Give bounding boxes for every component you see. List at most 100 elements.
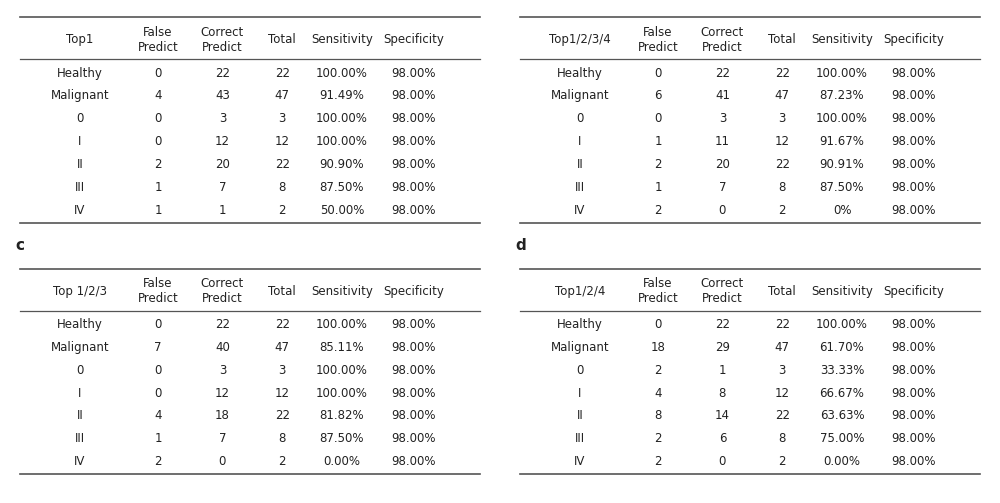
Text: II: II [76, 409, 83, 423]
Text: Specificity: Specificity [883, 34, 944, 46]
Text: 98.00%: 98.00% [891, 341, 936, 354]
Text: 22: 22 [775, 318, 790, 331]
Text: 20: 20 [215, 158, 230, 171]
Text: Sensitivity: Sensitivity [311, 285, 373, 298]
Text: 2: 2 [278, 455, 286, 468]
Text: IV: IV [74, 455, 85, 468]
Text: 22: 22 [275, 158, 290, 171]
Text: 8: 8 [779, 432, 786, 445]
Text: 22: 22 [775, 409, 790, 423]
Text: 0: 0 [154, 66, 162, 79]
Text: Correct
Predict: Correct Predict [201, 26, 244, 54]
Text: 63.63%: 63.63% [820, 409, 864, 423]
Text: 2: 2 [154, 455, 162, 468]
Text: 22: 22 [275, 318, 290, 331]
Text: 100.00%: 100.00% [316, 387, 368, 399]
Text: I: I [578, 387, 581, 399]
Text: 0: 0 [719, 455, 726, 468]
Text: 18: 18 [215, 409, 230, 423]
Text: 0.00%: 0.00% [824, 455, 860, 468]
Text: Malignant: Malignant [550, 90, 609, 103]
Text: d: d [515, 238, 526, 253]
Text: Correct
Predict: Correct Predict [701, 278, 744, 305]
Text: 2: 2 [778, 455, 786, 468]
Text: 6: 6 [719, 432, 726, 445]
Text: Specificity: Specificity [383, 285, 444, 298]
Text: 22: 22 [275, 66, 290, 79]
Text: 12: 12 [775, 135, 790, 148]
Text: 47: 47 [275, 341, 290, 354]
Text: 2: 2 [654, 364, 662, 377]
Text: Correct
Predict: Correct Predict [701, 26, 744, 54]
Text: 98.00%: 98.00% [891, 112, 936, 125]
Text: 98.00%: 98.00% [891, 318, 936, 331]
Text: 98.00%: 98.00% [391, 112, 436, 125]
Text: 0: 0 [576, 364, 583, 377]
Text: 98.00%: 98.00% [391, 158, 436, 171]
Text: 47: 47 [775, 341, 790, 354]
Text: Sensitivity: Sensitivity [811, 285, 873, 298]
Text: 3: 3 [719, 112, 726, 125]
Text: 87.50%: 87.50% [320, 181, 364, 194]
Text: 98.00%: 98.00% [891, 181, 936, 194]
Text: I: I [578, 135, 581, 148]
Text: 91.49%: 91.49% [320, 90, 364, 103]
Text: b: b [515, 0, 526, 2]
Text: 100.00%: 100.00% [816, 112, 868, 125]
Text: Top1: Top1 [66, 34, 93, 46]
Text: 100.00%: 100.00% [816, 66, 868, 79]
Text: III: III [575, 432, 585, 445]
Text: 7: 7 [219, 181, 226, 194]
Text: 29: 29 [715, 341, 730, 354]
Text: 8: 8 [279, 432, 286, 445]
Text: 4: 4 [154, 409, 162, 423]
Text: II: II [576, 158, 583, 171]
Text: 3: 3 [219, 364, 226, 377]
Text: IV: IV [574, 204, 585, 217]
Text: 0: 0 [154, 318, 162, 331]
Text: 0.00%: 0.00% [324, 455, 360, 468]
Text: 1: 1 [219, 204, 226, 217]
Text: Total: Total [268, 34, 296, 46]
Text: 98.00%: 98.00% [891, 90, 936, 103]
Text: Total: Total [768, 34, 796, 46]
Text: 98.00%: 98.00% [891, 158, 936, 171]
Text: 50.00%: 50.00% [320, 204, 364, 217]
Text: 2: 2 [654, 158, 662, 171]
Text: II: II [76, 158, 83, 171]
Text: Total: Total [268, 285, 296, 298]
Text: 7: 7 [719, 181, 726, 194]
Text: 41: 41 [715, 90, 730, 103]
Text: Malignant: Malignant [550, 341, 609, 354]
Text: Sensitivity: Sensitivity [811, 34, 873, 46]
Text: 0: 0 [154, 135, 162, 148]
Text: 22: 22 [715, 318, 730, 331]
Text: Top1/2/3/4: Top1/2/3/4 [549, 34, 611, 46]
Text: 98.00%: 98.00% [391, 204, 436, 217]
Text: 3: 3 [279, 112, 286, 125]
Text: Healthy: Healthy [557, 66, 603, 79]
Text: 100.00%: 100.00% [316, 364, 368, 377]
Text: 8: 8 [654, 409, 662, 423]
Text: 2: 2 [654, 204, 662, 217]
Text: Correct
Predict: Correct Predict [201, 278, 244, 305]
Text: 98.00%: 98.00% [891, 409, 936, 423]
Text: 33.33%: 33.33% [820, 364, 864, 377]
Text: 98.00%: 98.00% [391, 90, 436, 103]
Text: 0%: 0% [833, 204, 851, 217]
Text: 22: 22 [775, 66, 790, 79]
Text: Healthy: Healthy [57, 66, 103, 79]
Text: 8: 8 [779, 181, 786, 194]
Text: 22: 22 [715, 66, 730, 79]
Text: 75.00%: 75.00% [820, 432, 864, 445]
Text: IV: IV [74, 204, 85, 217]
Text: False
Predict: False Predict [638, 278, 678, 305]
Text: Healthy: Healthy [557, 318, 603, 331]
Text: 7: 7 [219, 432, 226, 445]
Text: II: II [576, 409, 583, 423]
Text: 3: 3 [779, 112, 786, 125]
Text: 98.00%: 98.00% [891, 455, 936, 468]
Text: Total: Total [768, 285, 796, 298]
Text: 0: 0 [654, 112, 662, 125]
Text: 2: 2 [778, 204, 786, 217]
